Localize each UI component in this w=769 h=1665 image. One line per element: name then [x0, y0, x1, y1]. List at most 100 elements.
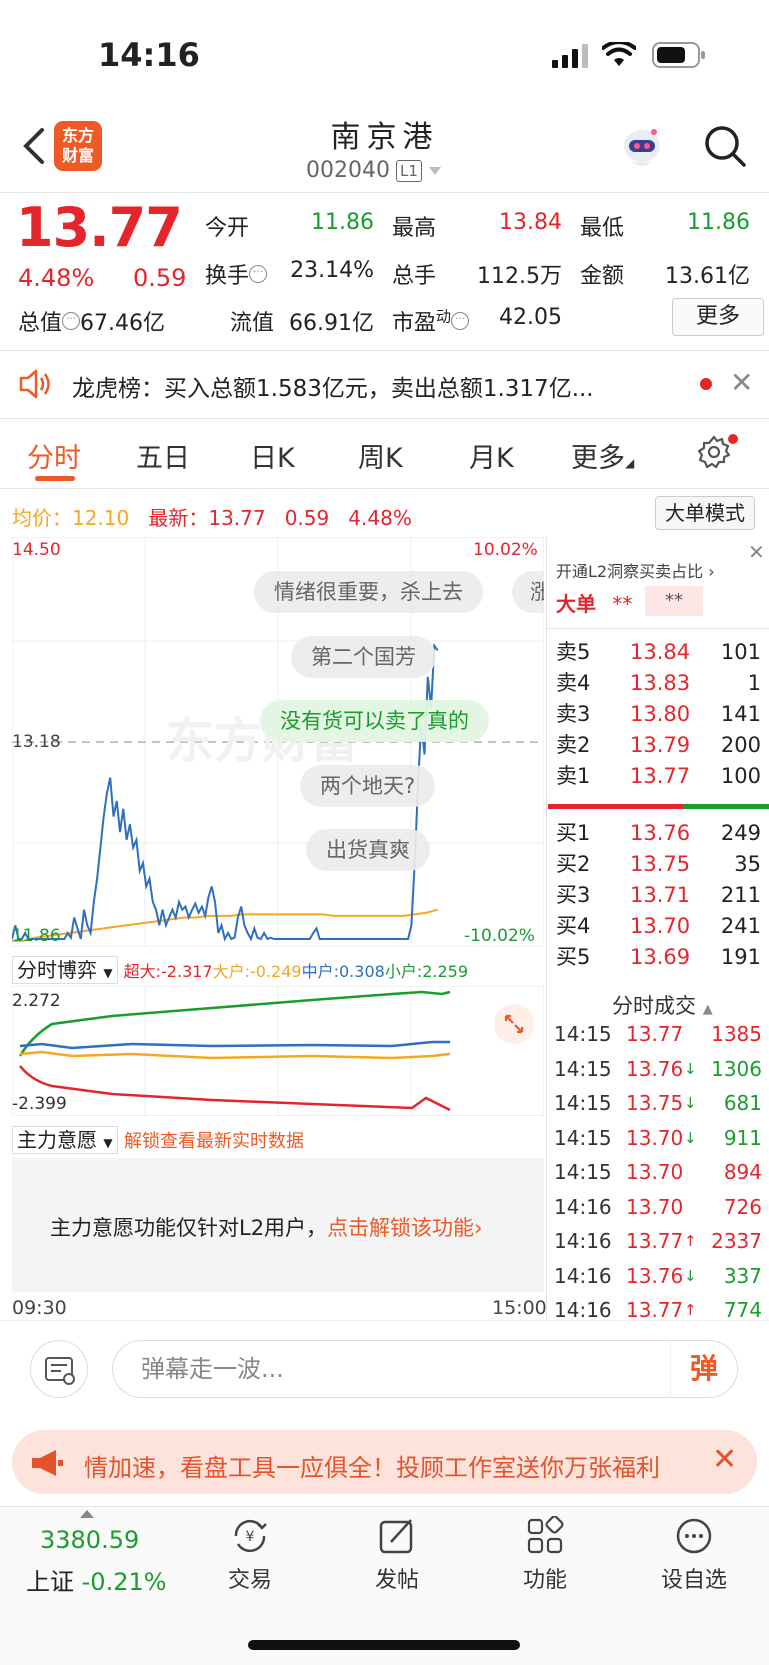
- nav-functions[interactable]: 功能: [495, 1516, 595, 1594]
- order-book-close-icon[interactable]: ✕: [748, 540, 765, 564]
- time-end: 15:00: [492, 1297, 547, 1319]
- amount-value: 13.61亿: [665, 264, 750, 289]
- danmu-bullet: 涨: [512, 571, 544, 613]
- bid-volume: 241: [720, 914, 761, 938]
- tick-time: 14:15: [554, 1022, 612, 1046]
- dragon-tiger-notice[interactable]: 龙虎榜：买入总额1.583亿元，卖出总额1.317亿...: [72, 376, 594, 402]
- svg-text:¥: ¥: [246, 1529, 255, 1545]
- tick-time: 14:15: [554, 1091, 612, 1115]
- tick-volume: 774: [723, 1298, 762, 1322]
- chevron-down-icon: ▼: [103, 966, 113, 980]
- more-button[interactable]: 更多: [672, 298, 764, 336]
- search-icon[interactable]: [703, 124, 747, 168]
- index-name: 上证: [26, 1568, 74, 1596]
- bojue-y-min: -2.399: [12, 1094, 67, 1114]
- bojue-selector[interactable]: 分时博弈 ▼: [12, 956, 118, 984]
- stock-name: 南京港: [330, 120, 439, 155]
- tick-arrow: ↓: [684, 1059, 697, 1078]
- danmu-input[interactable]: 弹幕走一波...: [112, 1340, 670, 1398]
- tab-week-k[interactable]: 周K: [358, 443, 403, 474]
- nav-add-watchlist[interactable]: 设自选: [644, 1516, 744, 1594]
- bid-label: 买2: [556, 852, 591, 876]
- pe-value: 42.05: [499, 305, 562, 330]
- volume-value: 112.5万: [477, 264, 562, 289]
- zhuli-selector[interactable]: 主力意愿 ▼: [12, 1126, 118, 1154]
- l2-insight-label: 开通L2洞察买卖占比: [556, 562, 704, 581]
- tick-price: 13.77: [626, 1298, 684, 1322]
- pct-max-label: 10.02%: [473, 540, 538, 560]
- ask-volume: 1: [747, 671, 761, 695]
- latest-percent: 4.48%: [348, 506, 412, 530]
- status-time: 14:16: [98, 36, 200, 74]
- robot-assistant-icon[interactable]: [618, 124, 666, 172]
- promo-close-icon[interactable]: ✕: [712, 1442, 738, 1477]
- y-mid-label: 13.18: [12, 732, 61, 752]
- nav-post[interactable]: 发帖: [347, 1516, 447, 1594]
- tick-price: 13.77: [626, 1229, 684, 1253]
- dropdown-icon: [428, 166, 441, 175]
- tick-arrow: ↓: [684, 1128, 697, 1147]
- change-value: 0.59: [133, 264, 187, 292]
- tick-price: 13.70: [626, 1160, 684, 1184]
- turnover-value: 23.14%: [290, 258, 374, 283]
- zhuli-row: 主力意愿 ▼ 解锁查看最新实时数据: [12, 1124, 304, 1154]
- tick-price: 13.76: [626, 1263, 684, 1288]
- stock-code-row[interactable]: 002040 L1: [306, 158, 442, 183]
- pct-min-label: -10.02%: [464, 926, 535, 946]
- avg-label: 均价：: [12, 506, 72, 530]
- index-value[interactable]: 3380.59: [40, 1526, 140, 1554]
- ask-price: 13.80: [630, 702, 691, 726]
- bid-label: 买3: [556, 883, 591, 907]
- pe-label: 市盈: [392, 311, 437, 336]
- tick-volume: 726: [723, 1194, 762, 1219]
- danmu-send-button[interactable]: 弹: [670, 1340, 738, 1398]
- ask-volume: 101: [720, 640, 761, 664]
- l2-unlock-link[interactable]: 点击解锁该功能›: [327, 1216, 483, 1240]
- ask-price: 13.77: [630, 764, 691, 788]
- tick-time: 14:16: [554, 1194, 612, 1219]
- tick-title: 分时成交: [612, 994, 696, 1018]
- tab-more[interactable]: 更多◢: [571, 436, 634, 475]
- triangle-icon: ◢: [625, 456, 635, 470]
- triangle-up-icon: ▲: [702, 1002, 713, 1017]
- bid-label: 买5: [556, 945, 591, 969]
- tab-five-day[interactable]: 五日: [136, 443, 190, 474]
- tab-more-label: 更多: [571, 443, 625, 474]
- wifi-icon: [602, 42, 636, 66]
- tick-title-row[interactable]: 分时成交 ▲: [612, 990, 713, 1020]
- y-min-label: 11.86: [12, 926, 61, 946]
- unlock-hint[interactable]: 解锁查看最新实时数据: [123, 1131, 304, 1152]
- info-icon[interactable]: ···: [249, 264, 268, 283]
- tick-price: 13.70: [626, 1194, 684, 1219]
- l2-insight-link[interactable]: 开通L2洞察买卖占比 ›: [556, 562, 715, 581]
- index-expand-icon[interactable]: [80, 1510, 94, 1518]
- gear-icon[interactable]: [696, 434, 732, 470]
- super-large: 超大:-2.317: [123, 962, 213, 981]
- tick-volume: 2337: [711, 1229, 762, 1253]
- promo-text[interactable]: 情加速，看盘工具一应俱全！投顾工作室送你万张福利: [84, 1454, 660, 1482]
- large: 大户:-0.249: [212, 962, 302, 981]
- tick-row: 14:15 13.75 ↓ 681: [554, 1086, 762, 1120]
- promo-banner[interactable]: [12, 1430, 757, 1494]
- tab-intraday[interactable]: 分时: [27, 443, 81, 474]
- small: 小户:2.259: [384, 962, 469, 981]
- turnover-label: 换手: [205, 264, 250, 289]
- tick-row: 14:15 13.70 ↓ 911: [554, 1121, 762, 1155]
- bid-volume: 211: [720, 883, 761, 907]
- nav-trade[interactable]: ¥ 交易: [200, 1516, 300, 1594]
- info-icon[interactable]: ···: [62, 311, 81, 330]
- big-order-mode-button[interactable]: 大单模式: [655, 496, 755, 530]
- tab-month-k[interactable]: 月K: [469, 443, 514, 474]
- tab-day-k[interactable]: 日K: [250, 443, 295, 474]
- tick-time: 14:15: [554, 1056, 612, 1081]
- expand-icon[interactable]: [494, 1004, 534, 1044]
- info-icon[interactable]: ···: [451, 311, 470, 330]
- ask-label: 卖2: [556, 733, 591, 757]
- order-book-row: 买3 13.71 211: [556, 879, 761, 911]
- tick-time: 14:16: [554, 1229, 612, 1253]
- logo-line1: 东方: [61, 126, 94, 145]
- back-icon[interactable]: [18, 126, 48, 166]
- notice-close-icon[interactable]: ✕: [730, 366, 754, 399]
- note-icon[interactable]: [30, 1340, 88, 1398]
- index-row[interactable]: 上证 -0.21%: [26, 1562, 167, 1597]
